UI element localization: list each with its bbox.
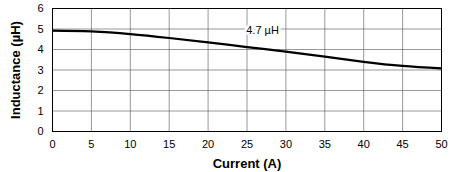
svg-text:3: 3 bbox=[37, 64, 43, 76]
svg-text:0: 0 bbox=[49, 138, 55, 150]
svg-text:4.7 µH: 4.7 µH bbox=[246, 24, 279, 36]
svg-text:20: 20 bbox=[202, 138, 214, 150]
svg-text:35: 35 bbox=[319, 138, 331, 150]
svg-text:50: 50 bbox=[435, 138, 447, 150]
svg-text:25: 25 bbox=[241, 138, 253, 150]
svg-text:1: 1 bbox=[37, 105, 43, 117]
svg-text:6: 6 bbox=[37, 2, 43, 14]
svg-text:45: 45 bbox=[396, 138, 408, 150]
svg-text:Inductance (µH): Inductance (µH) bbox=[8, 21, 23, 119]
svg-text:5: 5 bbox=[88, 138, 94, 150]
svg-text:30: 30 bbox=[280, 138, 292, 150]
svg-text:10: 10 bbox=[124, 138, 136, 150]
svg-text:15: 15 bbox=[163, 138, 175, 150]
svg-text:4: 4 bbox=[37, 43, 43, 55]
svg-text:5: 5 bbox=[37, 23, 43, 35]
svg-text:Current (A): Current (A) bbox=[213, 156, 282, 171]
svg-text:40: 40 bbox=[358, 138, 370, 150]
svg-text:2: 2 bbox=[37, 84, 43, 96]
svg-text:0: 0 bbox=[37, 125, 43, 137]
